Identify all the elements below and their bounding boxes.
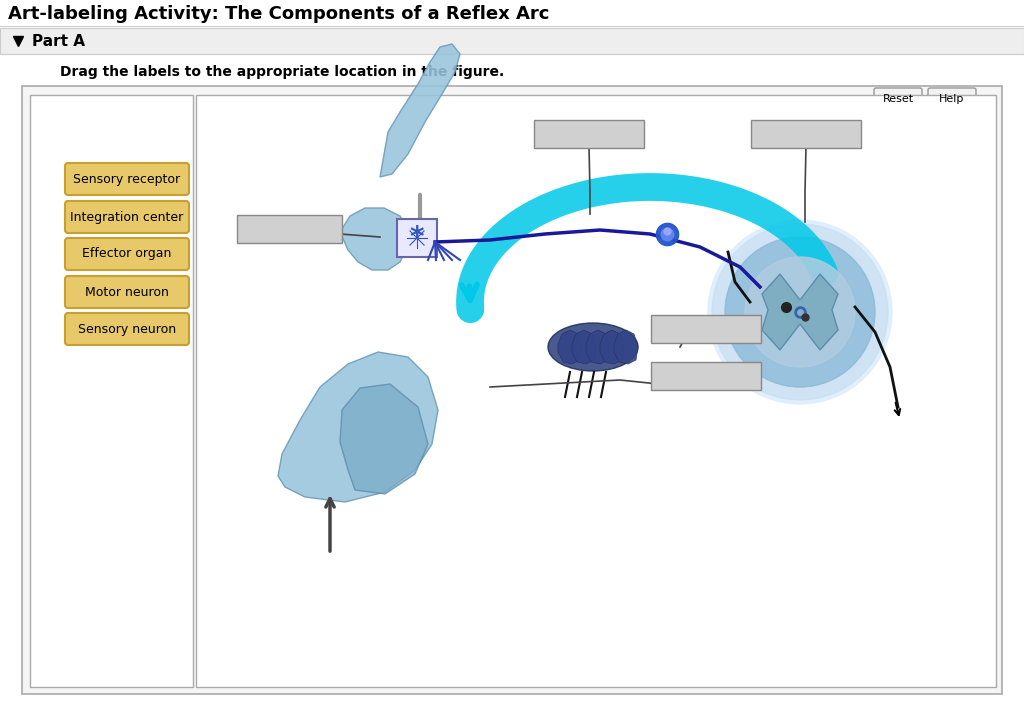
Polygon shape [600, 330, 624, 364]
Text: Sensory neuron: Sensory neuron [78, 322, 176, 336]
Text: Reset: Reset [883, 94, 913, 104]
Polygon shape [340, 208, 408, 270]
FancyBboxPatch shape [65, 313, 189, 345]
Polygon shape [586, 330, 610, 364]
Polygon shape [614, 330, 638, 364]
Circle shape [712, 224, 888, 400]
Polygon shape [558, 330, 582, 364]
Text: Sensory receptor: Sensory receptor [74, 173, 180, 185]
Circle shape [708, 220, 892, 404]
FancyBboxPatch shape [237, 215, 342, 243]
FancyBboxPatch shape [651, 315, 761, 343]
Polygon shape [762, 274, 838, 350]
FancyBboxPatch shape [65, 201, 189, 233]
Circle shape [725, 237, 874, 387]
FancyBboxPatch shape [65, 276, 189, 308]
Polygon shape [340, 384, 428, 494]
Polygon shape [572, 330, 596, 364]
FancyBboxPatch shape [30, 95, 193, 687]
Ellipse shape [548, 323, 638, 371]
FancyBboxPatch shape [65, 163, 189, 195]
Text: Part A: Part A [32, 34, 85, 48]
Text: Art-labeling Activity: The Components of a Reflex Arc: Art-labeling Activity: The Components of… [8, 5, 549, 23]
FancyBboxPatch shape [0, 28, 1024, 54]
FancyBboxPatch shape [928, 88, 976, 110]
Text: Motor neuron: Motor neuron [85, 286, 169, 298]
Text: Drag the labels to the appropriate location in the figure.: Drag the labels to the appropriate locat… [60, 65, 504, 79]
FancyBboxPatch shape [534, 120, 644, 148]
FancyBboxPatch shape [196, 95, 996, 687]
FancyBboxPatch shape [22, 86, 1002, 694]
Text: Integration center: Integration center [71, 211, 183, 223]
Polygon shape [380, 44, 460, 177]
Polygon shape [278, 352, 438, 502]
Text: Effector organ: Effector organ [82, 248, 172, 260]
FancyBboxPatch shape [65, 238, 189, 270]
Circle shape [745, 257, 855, 367]
Text: Help: Help [939, 94, 965, 104]
Text: *: * [410, 224, 424, 252]
FancyBboxPatch shape [874, 88, 922, 110]
FancyBboxPatch shape [397, 219, 437, 257]
FancyBboxPatch shape [651, 362, 761, 390]
FancyBboxPatch shape [751, 120, 861, 148]
